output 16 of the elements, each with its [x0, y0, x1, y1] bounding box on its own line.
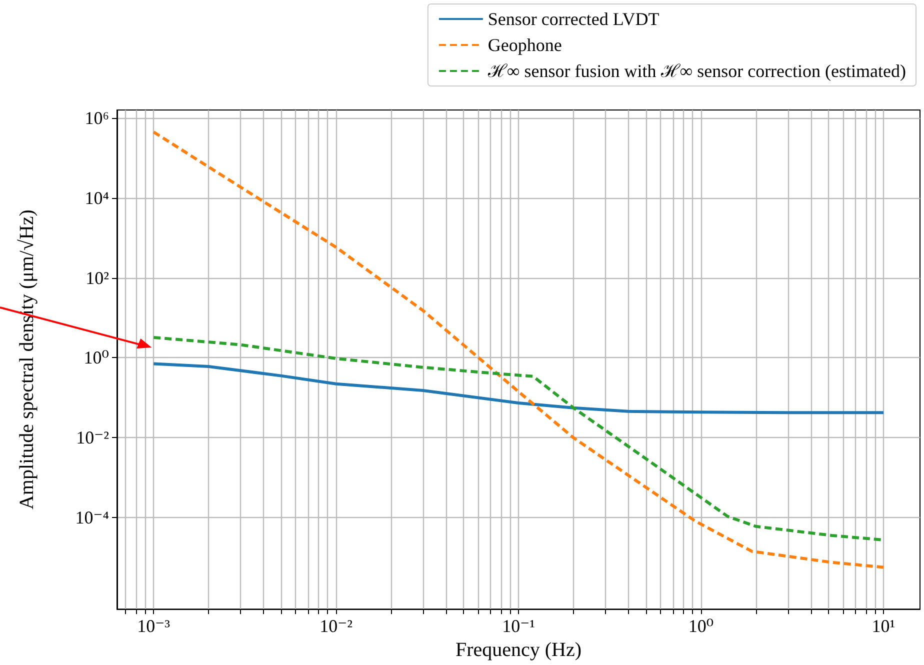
x-tick-label: 10⁻¹ — [502, 616, 536, 636]
x-tick-label: 10¹ — [872, 616, 896, 636]
legend-label: Geophone — [488, 35, 562, 55]
y-tick-label: 10⁶ — [84, 108, 109, 128]
x-tick-label: 10⁻² — [320, 616, 353, 636]
y-tick-label: 10⁻⁴ — [75, 507, 109, 528]
y-tick-label: 10⁻² — [76, 427, 109, 448]
y-tick-label: 10² — [86, 268, 109, 288]
legend-label: Sensor corrected LVDT — [488, 9, 660, 29]
x-tick-label: 10⁰ — [688, 616, 714, 636]
x-axis-title: Frequency (Hz) — [455, 639, 582, 661]
legend-label: ℋ∞ sensor fusion with ℋ∞ sensor correction (estimated) — [486, 61, 906, 81]
y-tick-label: 10⁰ — [84, 348, 109, 368]
y-axis-title: Amplitude spectral density (μm/√Hz) — [16, 210, 38, 510]
x-tick-label: 10⁻³ — [137, 616, 171, 636]
y-tick-label: 10⁴ — [84, 188, 109, 208]
